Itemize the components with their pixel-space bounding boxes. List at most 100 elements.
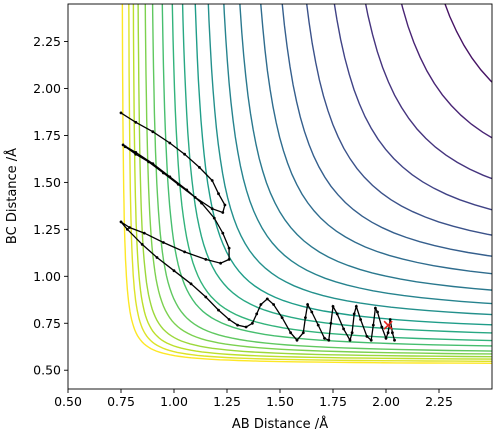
contour-line: [333, 4, 492, 211]
contour-line: [400, 4, 492, 139]
x-tick-label: 1.25: [213, 394, 241, 409]
trajectory-point: [391, 331, 394, 335]
trajectory-point: [212, 216, 216, 220]
trajectory-point: [301, 331, 305, 335]
trajectory-point: [151, 162, 155, 166]
trajectory-point: [369, 338, 373, 342]
trajectory-point: [183, 152, 187, 156]
trajectory-point: [204, 258, 208, 261]
y-tick-label: 2.00: [33, 81, 61, 96]
trajectory-point: [350, 331, 354, 335]
trajectory-point: [221, 211, 225, 214]
trajectory-point: [221, 231, 225, 235]
trajectory-point: [142, 231, 146, 235]
trajectory-point: [134, 120, 138, 124]
contour-line: [207, 4, 492, 316]
trajectory-point: [306, 303, 309, 306]
trajectory-point: [251, 321, 254, 325]
trajectory-point: [365, 335, 369, 338]
contour-line: [128, 4, 492, 363]
contour-line: [161, 4, 492, 347]
trajectory: [119, 111, 396, 342]
trajectory-point: [227, 258, 231, 261]
trajectory-point: [354, 305, 358, 308]
end-marker-stroke: [383, 320, 393, 330]
trajectory-point: [327, 338, 331, 342]
x-axis-title: AB Distance /Å: [232, 416, 328, 432]
y-tick-label: 1.00: [33, 269, 61, 284]
trajectory-point: [140, 243, 144, 246]
y-tick-label: 1.75: [33, 128, 61, 143]
trajectory-point: [119, 111, 123, 115]
trajectory-point: [210, 207, 214, 211]
y-axis-title: BC Distance /Å: [4, 148, 20, 244]
trajectory-point: [193, 196, 197, 199]
trajectory-point: [272, 303, 275, 306]
trajectory-point: [219, 261, 223, 265]
trajectory-point: [316, 323, 320, 327]
trajectory-point: [371, 323, 375, 327]
end-marker: [383, 320, 393, 330]
contour-line: [121, 4, 492, 364]
trajectory-point: [265, 297, 269, 301]
trajectory-point: [185, 188, 189, 192]
trajectory-point: [168, 175, 172, 179]
trajectory-point: [310, 310, 314, 314]
trajectory-point: [119, 220, 123, 224]
trajectory-point: [183, 250, 187, 254]
y-tick-label: 1.50: [33, 175, 61, 190]
trajectory-point: [244, 325, 248, 329]
trajectory-point: [217, 308, 220, 312]
y-tick-label: 0.75: [33, 316, 61, 331]
trajectory-point: [128, 226, 131, 229]
x-tick-label: 2.25: [425, 394, 453, 409]
contour-lines: [121, 4, 492, 364]
trajectory-point: [331, 305, 335, 308]
contour-line: [364, 4, 492, 180]
trajectory-point: [210, 179, 214, 182]
trajectory-point: [289, 331, 292, 335]
trajectory-point: [259, 303, 263, 306]
x-tick-label: 0.75: [107, 394, 135, 409]
trajectory-point: [204, 295, 208, 299]
trajectory-point: [162, 171, 165, 175]
trajectory-point: [198, 166, 201, 169]
trajectory-point: [386, 331, 390, 335]
contour-line: [281, 4, 492, 257]
trajectory-point: [121, 143, 125, 147]
x-tick-label: 1.00: [160, 394, 188, 409]
contour-line: [151, 4, 492, 352]
trajectory-point: [359, 318, 362, 321]
contour-line: [239, 4, 492, 291]
trajectory-point: [304, 316, 307, 319]
contour-line: [144, 4, 492, 355]
trajectory-point: [393, 338, 396, 342]
contour-line: [137, 4, 492, 358]
x-axis-ticks: 0.50 0.75 1.00 1.25 1.50 1.75 2.00 2.25: [54, 389, 453, 409]
trajectory-point: [329, 321, 333, 325]
trajectory-point: [126, 228, 129, 231]
trajectory-point: [134, 151, 138, 154]
y-tick-label: 2.25: [33, 34, 61, 49]
y-tick-label: 1.25: [33, 222, 61, 237]
trajectory-point: [236, 323, 240, 327]
trajectory-point: [123, 145, 127, 149]
trajectory-point: [280, 316, 284, 319]
contour-line: [306, 4, 492, 236]
trajectory-point: [200, 201, 204, 205]
x-tick-label: 1.50: [266, 394, 294, 409]
trajectory-point: [348, 338, 352, 342]
trajectory-point: [323, 336, 326, 340]
trajectory-point: [227, 318, 231, 321]
trajectory-point: [176, 182, 180, 186]
trajectory-point: [388, 318, 392, 321]
trajectory-point: [172, 269, 176, 273]
trajectory-point: [189, 282, 193, 286]
x-tick-label: 2.00: [372, 394, 400, 409]
contour-line: [194, 4, 492, 326]
trajectory-point: [147, 160, 151, 164]
y-axis-ticks: 0.50 0.75 1.00 1.25 1.50 1.75 2.00 2.25: [33, 34, 68, 378]
trajectory-point: [295, 338, 299, 342]
